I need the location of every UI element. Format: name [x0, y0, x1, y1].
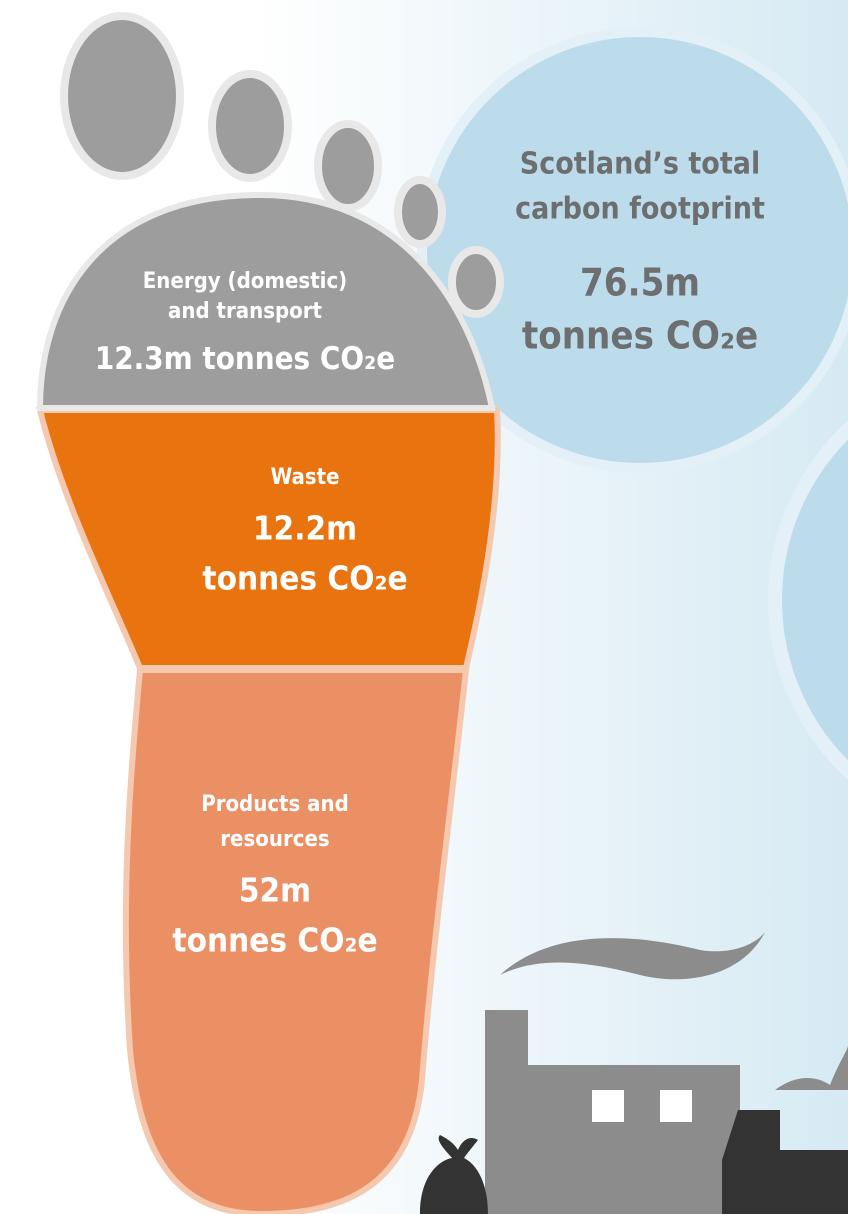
segment-value: 52m — [239, 871, 311, 910]
segment-value: 12.3m — [95, 341, 193, 377]
segment-energy — [36, 191, 496, 411]
factory-scene — [420, 932, 848, 1214]
segment-label: resources — [220, 827, 329, 852]
callout-title: Scotland’s total — [520, 147, 760, 182]
toe — [60, 12, 184, 180]
toe — [448, 246, 504, 318]
callout-value: 76.5m — [580, 261, 700, 305]
segment-unit: tonnes CO₂e — [202, 341, 395, 377]
window — [592, 1090, 624, 1122]
segment-label: Products and — [201, 792, 349, 817]
segment-unit: tonnes CO₂e — [202, 559, 407, 598]
bin-bag — [420, 1135, 488, 1214]
callout-text: Scotland’s total carbon footprint 76.5m … — [515, 147, 765, 358]
toes — [60, 12, 504, 318]
footprint — [36, 191, 501, 1214]
callout-unit: tonnes CO₂e — [522, 314, 758, 358]
toe — [208, 70, 292, 182]
bird — [775, 1045, 848, 1090]
segment-unit: tonnes CO₂e — [172, 921, 377, 960]
toe — [314, 120, 382, 212]
toe — [394, 176, 446, 248]
bubble-right — [768, 420, 848, 780]
callout-title: carbon footprint — [515, 192, 765, 227]
products-text: Products and resources 52m tonnes CO₂e — [172, 792, 377, 960]
segment-label: Waste — [270, 465, 339, 490]
callout-bubble — [417, 27, 848, 473]
segment-value: 12.3m tonnes CO₂e — [95, 341, 395, 377]
energy-text: Energy (domestic) and transport 12.3m to… — [95, 269, 395, 377]
segment-label: and transport — [168, 299, 322, 324]
bulldozer — [722, 1110, 848, 1214]
smoke — [500, 932, 765, 980]
window — [660, 1090, 692, 1122]
segment-value: 12.2m — [253, 509, 357, 548]
segment-label: Energy (domestic) — [143, 269, 347, 294]
waste-text: Waste 12.2m tonnes CO₂e — [202, 465, 407, 598]
segment-waste — [36, 407, 501, 671]
